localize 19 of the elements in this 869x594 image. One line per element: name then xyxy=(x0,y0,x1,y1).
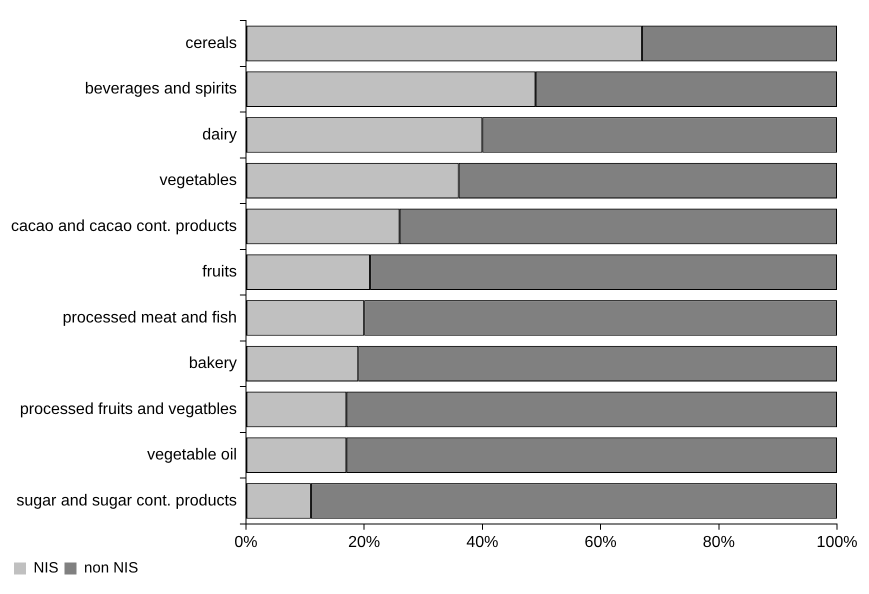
y-tick-label: bakery xyxy=(188,355,237,372)
y-tick-label: dairy xyxy=(202,126,237,144)
legend-label: non NIS xyxy=(84,560,138,577)
y-tick-label: fruits xyxy=(202,264,237,281)
y-tick-label: processed meat and fish xyxy=(62,309,237,326)
y-tick-label: sugar and sugar cont. products xyxy=(16,492,237,510)
x-tick-label: 60% xyxy=(584,534,617,551)
y-tick-label: cereals xyxy=(185,34,237,52)
y-tick-label: vegetables xyxy=(160,172,237,190)
y-tick-label: vegetable oil xyxy=(147,446,237,464)
x-tick-label: 100% xyxy=(816,534,858,551)
y-tick-label: cacao and cacao cont. products xyxy=(11,218,237,235)
x-tick-label: 80% xyxy=(702,534,735,551)
y-tick-label: beverages and spirits xyxy=(84,80,237,98)
legend-label: NIS xyxy=(34,560,59,577)
x-tick-label: 20% xyxy=(348,534,380,551)
y-tick-label: processed fruits and vegatbles xyxy=(20,400,237,418)
x-tick-label: 40% xyxy=(466,534,498,551)
x-tick-label: 0% xyxy=(234,534,258,551)
